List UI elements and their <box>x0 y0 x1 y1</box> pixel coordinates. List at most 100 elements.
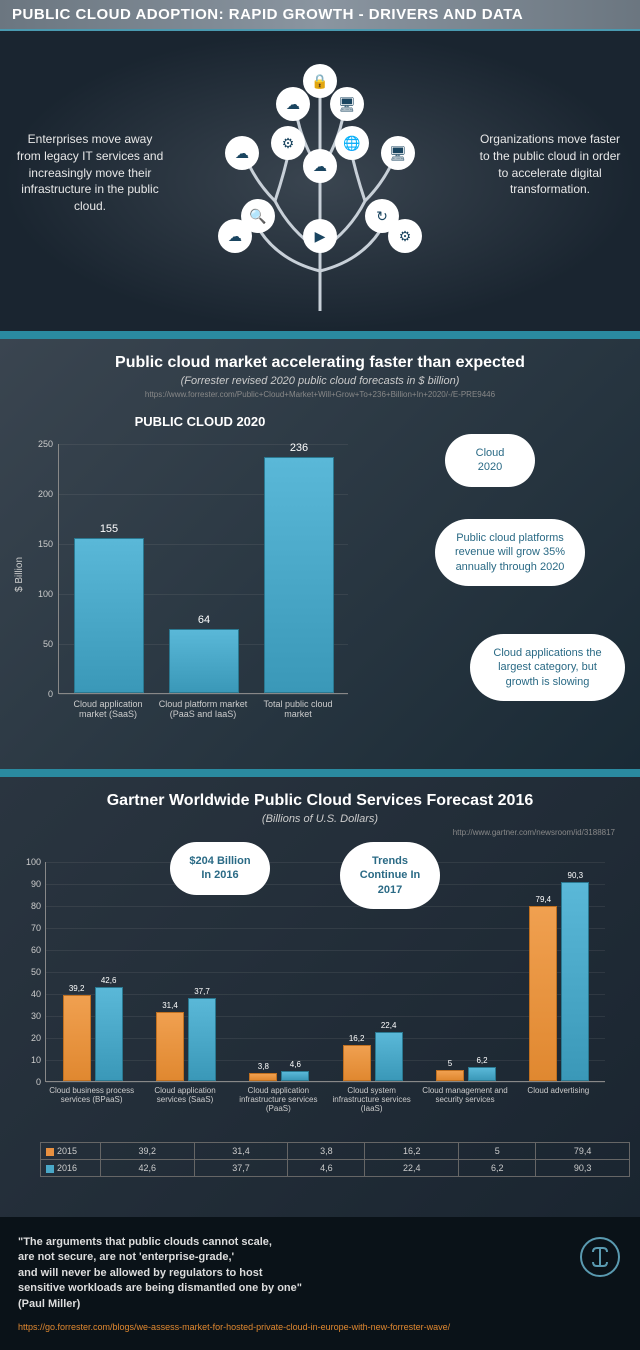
x-label: Cloud application infrastructure service… <box>233 1087 323 1113</box>
bar: 236 <box>264 457 334 693</box>
cloud-callout: Cloud applications the largest category,… <box>470 634 625 701</box>
svg-text:🌐: 🌐 <box>343 135 360 152</box>
chart-gartner-forecast: 0102030405060708090100 39,242,631,437,73… <box>15 847 615 1137</box>
s2-link: https://www.forrester.com/Public+Cloud+M… <box>20 390 620 399</box>
data-cell: 79,4 <box>536 1143 630 1160</box>
svg-text:☁: ☁ <box>286 96 300 112</box>
bar-value: 155 <box>75 523 143 535</box>
svg-text:🖥: 🖥 <box>338 96 356 112</box>
bar-2015: 16,2 <box>343 1045 371 1081</box>
chart-public-cloud-2020: PUBLIC CLOUD 2020 $ Billion 050100150200… <box>20 414 360 724</box>
bar-value: 79,4 <box>530 895 556 904</box>
data-cell: 4,6 <box>288 1160 365 1177</box>
bar-2016: 37,7 <box>188 998 216 1081</box>
svg-text:🔍: 🔍 <box>249 207 266 225</box>
svg-text:▶: ▶ <box>315 228 326 244</box>
section-forrester: Public cloud market accelerating faster … <box>0 339 640 769</box>
right-caption: Organizations move faster to the public … <box>475 131 625 198</box>
bar: 155 <box>74 538 144 693</box>
chart1-title: PUBLIC CLOUD 2020 <box>100 414 300 429</box>
bar-2016: 90,3 <box>561 882 589 1081</box>
bar-2015: 5 <box>436 1070 464 1081</box>
bar-value: 4,6 <box>282 1060 308 1069</box>
main-title: PUBLIC CLOUD ADOPTION: RAPID GROWTH - DR… <box>12 6 628 23</box>
s2-subtitle: (Forrester revised 2020 public cloud for… <box>20 375 620 387</box>
bar-2016: 4,6 <box>281 1071 309 1081</box>
data-cell: 16,2 <box>365 1143 459 1160</box>
x-label: Cloud business process services (BPaaS) <box>47 1087 137 1105</box>
svg-text:☁: ☁ <box>313 158 327 174</box>
data-cell: 37,7 <box>194 1160 288 1177</box>
divider <box>0 769 640 777</box>
s3-link: http://www.gartner.com/newsroom/id/31888… <box>15 828 615 837</box>
y-axis-label: $ Billion <box>14 557 25 592</box>
svg-text:🖥: 🖥 <box>389 145 407 161</box>
bar-value: 39,2 <box>64 984 90 993</box>
cloud-callout: Cloud 2020 <box>445 434 535 487</box>
cloud-tree-icon: 🔒 ☁ 🖥 ⚙ 🌐 ☁ 🖥 ☁ 🔍 ↻ ☁ ⚙ ▶ <box>180 51 460 311</box>
plot-area-2: 39,242,631,437,73,84,616,222,456,279,490… <box>45 862 605 1082</box>
svg-text:⚙: ⚙ <box>399 228 412 244</box>
bar-value: 64 <box>170 614 238 626</box>
bar-value: 16,2 <box>344 1034 370 1043</box>
bar-value: 31,4 <box>157 1001 183 1010</box>
bar-value: 3,8 <box>250 1062 276 1071</box>
bar-2015: 31,4 <box>156 1012 184 1081</box>
svg-text:☁: ☁ <box>228 228 242 244</box>
x-label: Cloud management and security services <box>420 1087 510 1105</box>
s3-subtitle: (Billions of U.S. Dollars) <box>15 813 625 825</box>
bar-value: 37,7 <box>189 987 215 996</box>
data-cell: 22,4 <box>365 1160 459 1177</box>
svg-text:🔒: 🔒 <box>311 73 328 90</box>
left-caption: Enterprises move away from legacy IT ser… <box>15 131 165 215</box>
bar: 64 <box>169 629 239 693</box>
data-cell: 39,2 <box>101 1143 195 1160</box>
svg-text:☁: ☁ <box>235 145 249 161</box>
svg-text:↻: ↻ <box>376 208 388 224</box>
bar-value: 5 <box>437 1059 463 1068</box>
bar-value: 42,6 <box>96 976 122 985</box>
bar-2015: 39,2 <box>63 995 91 1081</box>
section-tree: Enterprises move away from legacy IT ser… <box>0 31 640 331</box>
cloud-callout: $204 Billion In 2016 <box>170 842 270 895</box>
s2-title: Public cloud market accelerating faster … <box>20 354 620 372</box>
quote-link: https://go.forrester.com/blogs/we-assess… <box>18 1322 622 1332</box>
bar-value: 236 <box>265 442 333 454</box>
data-cell: 42,6 <box>101 1160 195 1177</box>
legend-cell: 2015 <box>41 1143 101 1160</box>
svg-text:⚙: ⚙ <box>282 135 295 151</box>
x-label: Cloud application market (SaaS) <box>63 699 153 719</box>
divider <box>0 331 640 339</box>
s3-title: Gartner Worldwide Public Cloud Services … <box>15 792 625 810</box>
quote-text: "The arguments that public clouds cannot… <box>18 1235 418 1312</box>
cloud-callout: Trends Continue In 2017 <box>340 842 440 909</box>
bar-value: 6,2 <box>469 1056 495 1065</box>
data-cell: 5 <box>459 1143 536 1160</box>
bar-2015: 3,8 <box>249 1073 277 1081</box>
plot-area-1: 155 64 236 <box>58 444 348 694</box>
footer: "The arguments that public clouds cannot… <box>0 1217 640 1350</box>
data-table: 201539,231,43,816,2579,4 201642,637,74,62… <box>40 1142 630 1177</box>
data-cell: 31,4 <box>194 1143 288 1160</box>
cloud-callout: Public cloud platforms revenue will grow… <box>435 519 585 586</box>
data-cell: 90,3 <box>536 1160 630 1177</box>
bar-2016: 22,4 <box>375 1032 403 1081</box>
x-label: Cloud advertising <box>513 1087 603 1096</box>
legend-cell: 2016 <box>41 1160 101 1177</box>
x-label: Total public cloud market <box>253 699 343 719</box>
section-gartner: Gartner Worldwide Public Cloud Services … <box>0 777 640 1217</box>
y-axis: $ Billion 050100150200250 <box>20 444 55 694</box>
bar-value: 90,3 <box>562 871 588 880</box>
logo-icon <box>580 1237 620 1277</box>
bar-2015: 79,4 <box>529 906 557 1081</box>
x-label: Cloud platform market (PaaS and IaaS) <box>158 699 248 719</box>
bar-value: 22,4 <box>376 1021 402 1030</box>
data-cell: 6,2 <box>459 1160 536 1177</box>
header-bar: PUBLIC CLOUD ADOPTION: RAPID GROWTH - DR… <box>0 0 640 31</box>
infographic-container: PUBLIC CLOUD ADOPTION: RAPID GROWTH - DR… <box>0 0 640 1350</box>
x-label: Cloud system infrastructure services (Ia… <box>327 1087 417 1113</box>
data-cell: 3,8 <box>288 1143 365 1160</box>
bar-2016: 6,2 <box>468 1067 496 1081</box>
x-label: Cloud application services (SaaS) <box>140 1087 230 1105</box>
bar-2016: 42,6 <box>95 987 123 1081</box>
